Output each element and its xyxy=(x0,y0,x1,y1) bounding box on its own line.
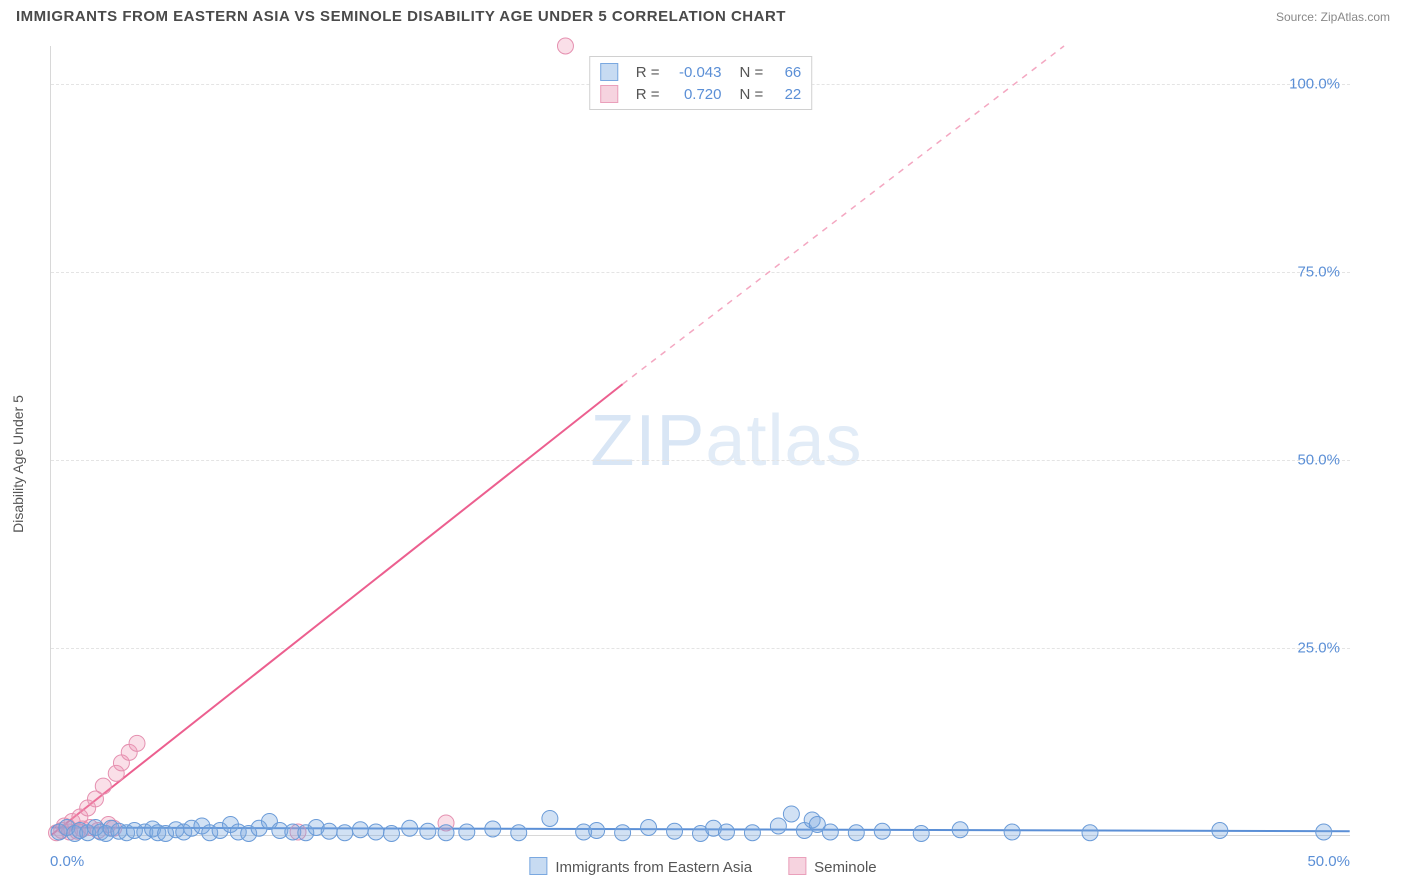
x-tick-max: 50.0% xyxy=(1307,853,1350,870)
stats-row: R = 0.720 N = 22 xyxy=(600,83,802,105)
stat-r-value: -0.043 xyxy=(670,64,722,81)
stat-r-value: 0.720 xyxy=(670,86,722,103)
legend-label: Seminole xyxy=(814,859,877,876)
chart-title: IMMIGRANTS FROM EASTERN ASIA VS SEMINOLE… xyxy=(16,8,786,25)
stats-row: R = -0.043 N = 66 xyxy=(600,61,802,83)
legend-swatch xyxy=(788,857,806,875)
stats-legend: R = -0.043 N = 66 R = 0.720 N = 22 xyxy=(589,56,813,110)
legend-label: Immigrants from Eastern Asia xyxy=(555,859,752,876)
scatter-plot-svg xyxy=(51,46,1350,835)
series-legend: Immigrants from Eastern Asia Seminole xyxy=(529,857,876,876)
stat-r-prefix: R = xyxy=(636,86,660,103)
stat-n-prefix: N = xyxy=(740,86,764,103)
stats-swatch xyxy=(600,63,618,81)
stat-n-value: 66 xyxy=(773,64,801,81)
legend-item: Immigrants from Eastern Asia xyxy=(529,857,752,876)
y-axis-label: Disability Age Under 5 xyxy=(10,395,26,533)
legend-item: Seminole xyxy=(788,857,877,876)
stats-swatch xyxy=(600,85,618,103)
legend-swatch xyxy=(529,857,547,875)
stat-n-value: 22 xyxy=(773,86,801,103)
x-tick-min: 0.0% xyxy=(50,853,84,870)
plot-area: ZIPatlas 25.0%50.0%75.0%100.0% R =-0.043… xyxy=(50,46,1350,836)
source-label: Source: ZipAtlas.com xyxy=(1276,10,1390,24)
stat-n-prefix: N = xyxy=(740,64,764,81)
stat-r-prefix: R = xyxy=(636,64,660,81)
chart-container: Disability Age Under 5 ZIPatlas 25.0%50.… xyxy=(0,36,1406,892)
